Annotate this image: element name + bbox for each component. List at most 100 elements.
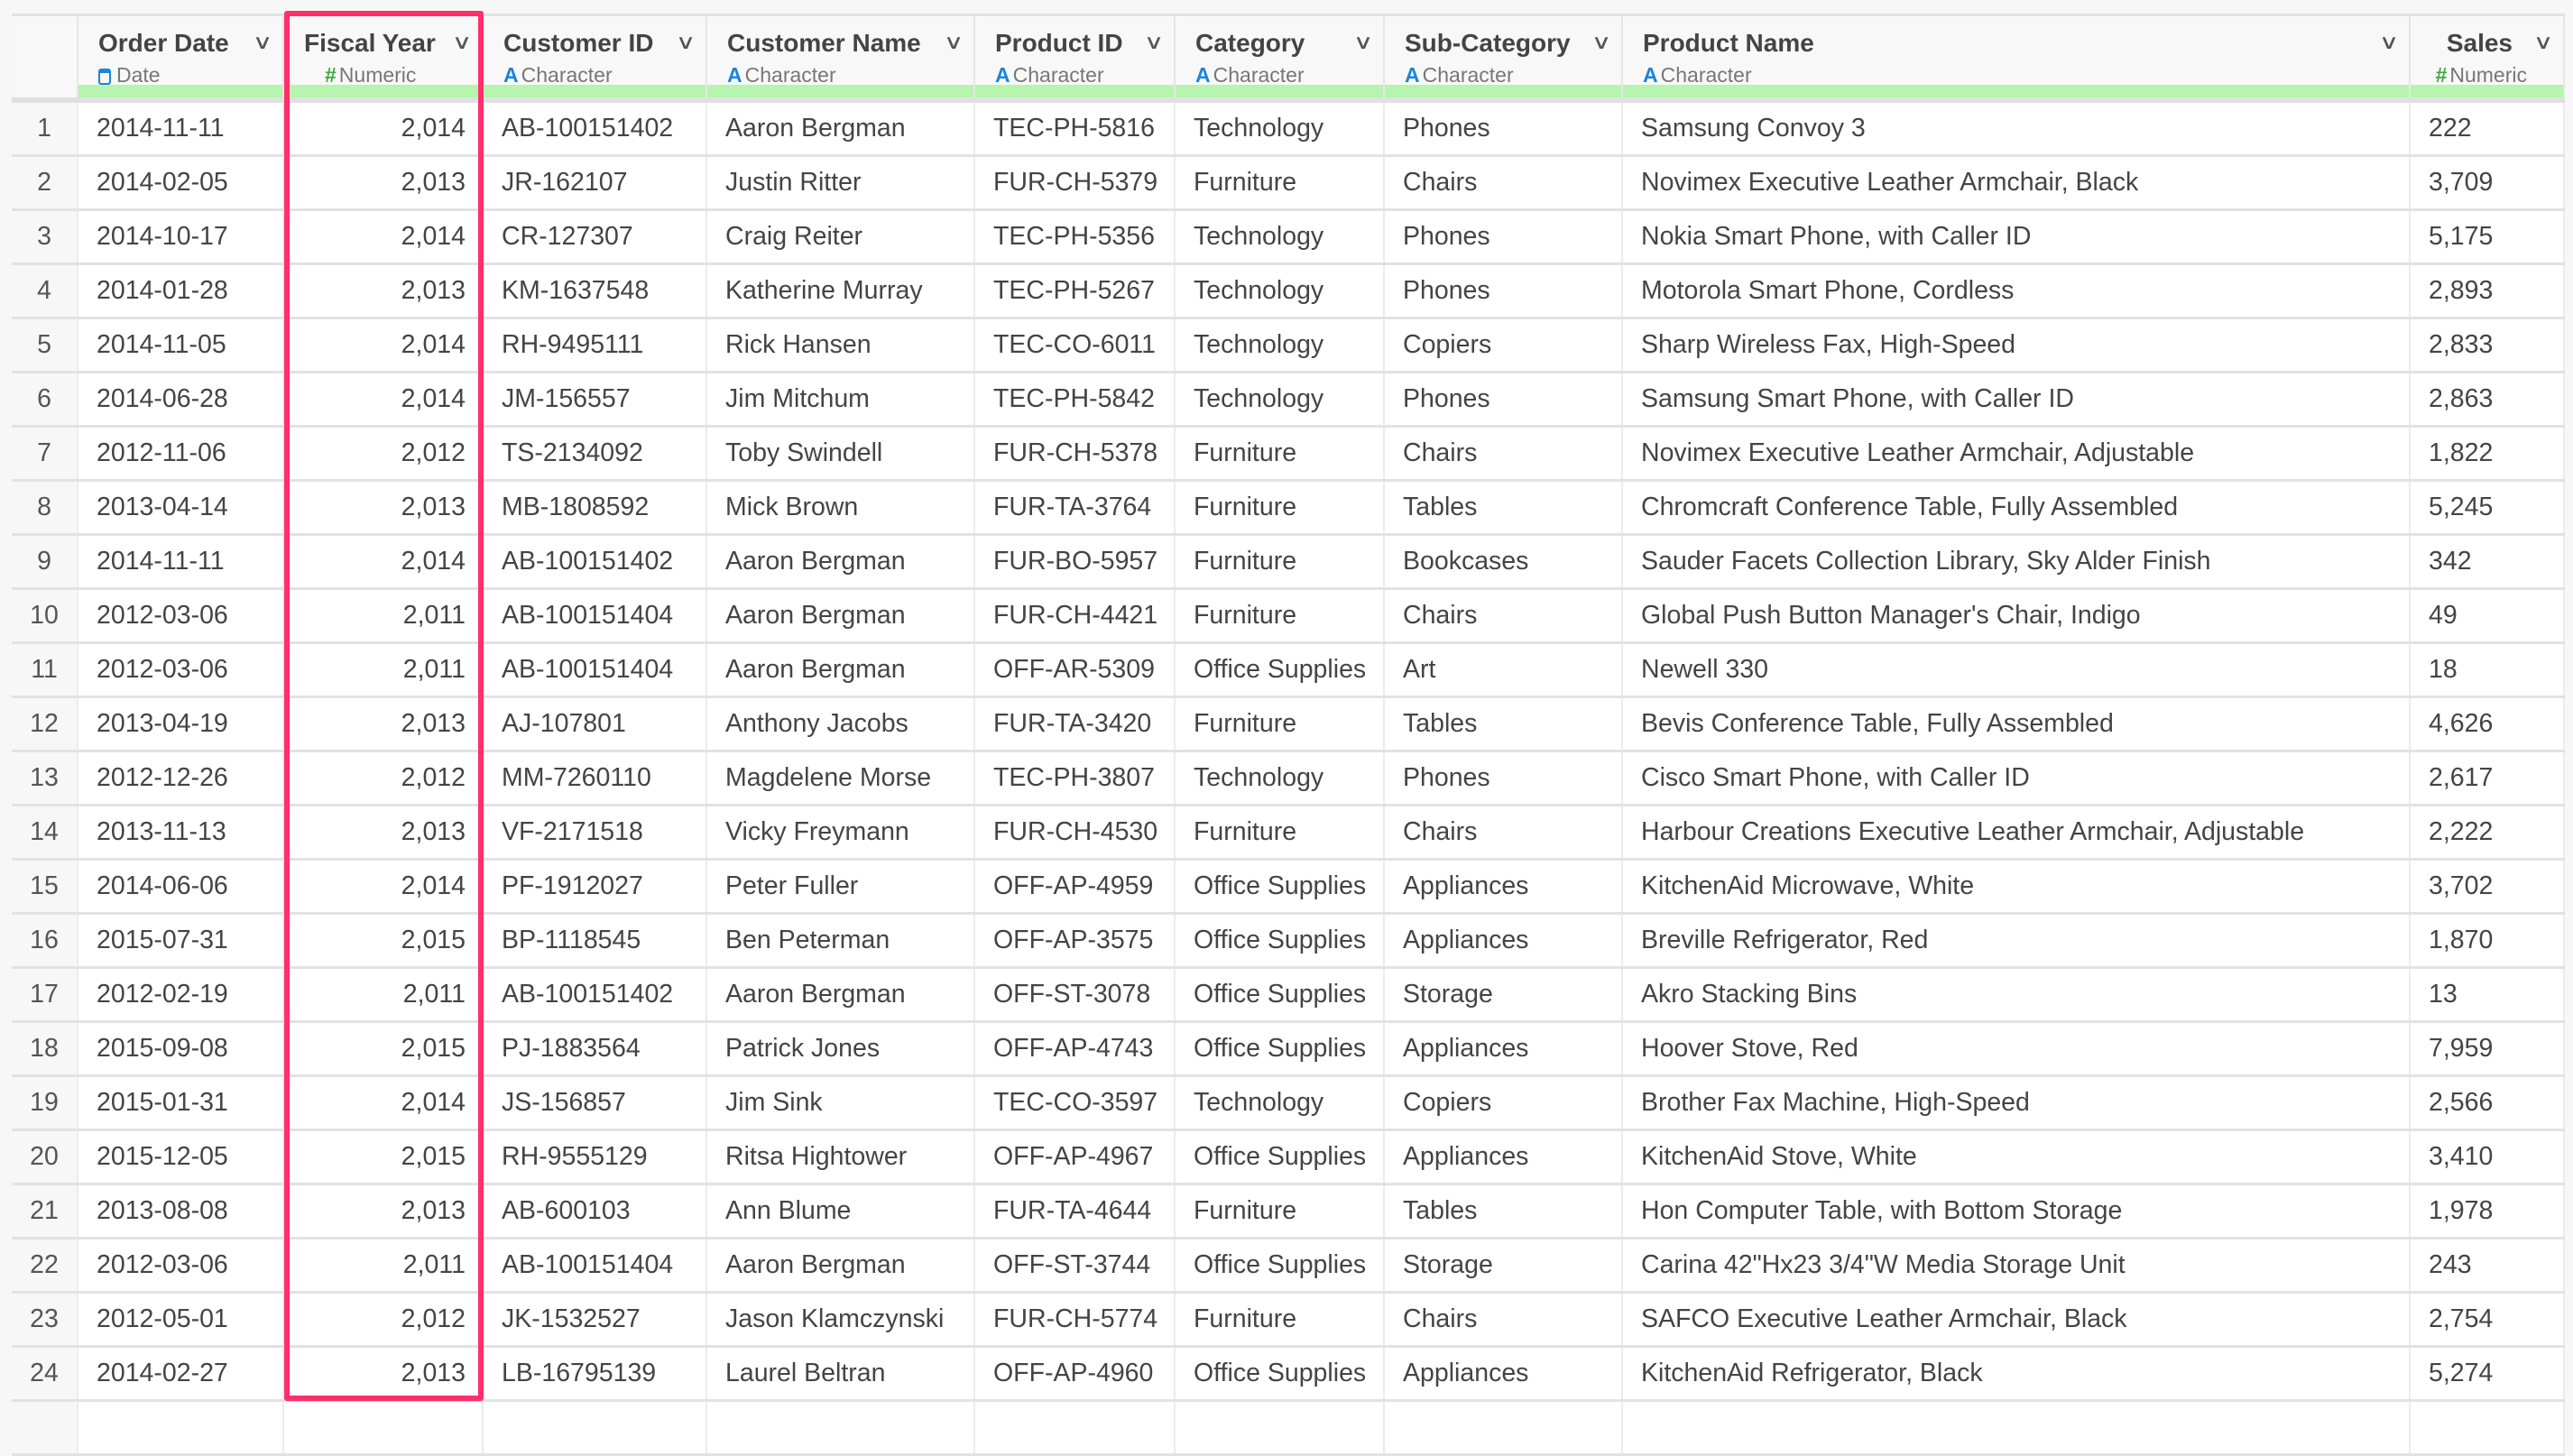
cell-product-name[interactable]: Hoover Stove, Red — [1623, 1023, 2411, 1074]
cell-customer-id[interactable]: KM-1637548 — [484, 265, 707, 317]
column-header-sales[interactable]: Sales ∨ # Numeric — [2411, 16, 2565, 97]
cell-customer-name[interactable]: Ritsa Hightower — [707, 1131, 975, 1183]
cell-sales[interactable]: 2,833 — [2411, 319, 2565, 371]
cell-product-name[interactable]: Bevis Conference Table, Fully Assembled — [1623, 698, 2411, 750]
cell-order-date[interactable]: 2013-04-19 — [78, 698, 284, 750]
cell-fiscal-year[interactable]: 2,013 — [284, 698, 484, 750]
cell-fiscal-year[interactable]: 2,011 — [284, 590, 484, 641]
cell-product-id[interactable]: FUR-CH-4421 — [975, 590, 1176, 641]
cell-category[interactable]: Furniture — [1176, 428, 1385, 479]
cell-product-name[interactable]: Brother Fax Machine, High-Speed — [1623, 1077, 2411, 1129]
cell-sales[interactable]: 2,893 — [2411, 265, 2565, 317]
cell-category[interactable]: Furniture — [1176, 482, 1385, 533]
cell-category[interactable]: Technology — [1176, 211, 1385, 263]
cell-product-name[interactable]: Carina 42"Hx23 3/4"W Media Storage Unit — [1623, 1239, 2411, 1291]
cell-product-name[interactable]: Breville Refrigerator, Red — [1623, 915, 2411, 966]
cell-product-id[interactable]: TEC-CO-6011 — [975, 319, 1176, 371]
cell-customer-name[interactable]: Aaron Bergman — [707, 1239, 975, 1291]
cell-category[interactable]: Office Supplies — [1176, 644, 1385, 696]
cell-product-id[interactable]: FUR-TA-3420 — [975, 698, 1176, 750]
cell-sub-category[interactable]: Tables — [1385, 1185, 1623, 1237]
cell-sub-category[interactable]: Phones — [1385, 211, 1623, 263]
cell-product-id[interactable]: OFF-ST-3078 — [975, 969, 1176, 1020]
cell-category[interactable]: Furniture — [1176, 1185, 1385, 1237]
cell-category[interactable]: Furniture — [1176, 698, 1385, 750]
cell-order-date[interactable]: 2014-01-28 — [78, 265, 284, 317]
cell-customer-id[interactable]: TS-2134092 — [484, 428, 707, 479]
chevron-down-icon[interactable]: ∨ — [1352, 31, 1374, 53]
cell-customer-name[interactable]: Craig Reiter — [707, 211, 975, 263]
chevron-down-icon[interactable]: ∨ — [252, 31, 273, 53]
cell-product-id[interactable]: FUR-CH-5378 — [975, 428, 1176, 479]
cell-sub-category[interactable]: Storage — [1385, 1239, 1623, 1291]
cell-customer-name[interactable]: Rick Hansen — [707, 319, 975, 371]
cell-sub-category[interactable]: Appliances — [1385, 1348, 1623, 1399]
cell-customer-name[interactable]: Jason Klamczynski — [707, 1294, 975, 1345]
cell-customer-name[interactable]: Mick Brown — [707, 482, 975, 533]
cell-order-date[interactable]: 2012-03-06 — [78, 644, 284, 696]
cell-product-name[interactable]: Harbour Creations Executive Leather Armc… — [1623, 806, 2411, 858]
cell-customer-name[interactable]: Aaron Bergman — [707, 103, 975, 154]
cell-product-id[interactable]: OFF-AP-4960 — [975, 1348, 1176, 1399]
cell-customer-name[interactable]: Ann Blume — [707, 1185, 975, 1237]
cell-sales[interactable]: 2,222 — [2411, 806, 2565, 858]
cell-sub-category[interactable]: Bookcases — [1385, 536, 1623, 587]
cell-category[interactable]: Office Supplies — [1176, 1348, 1385, 1399]
cell-customer-name[interactable]: Toby Swindell — [707, 428, 975, 479]
cell-customer-id[interactable]: AB-100151402 — [484, 103, 707, 154]
cell-sub-category[interactable]: Appliances — [1385, 861, 1623, 912]
cell-category[interactable]: Furniture — [1176, 536, 1385, 587]
cell-product-name[interactable]: Samsung Convoy 3 — [1623, 103, 2411, 154]
cell-fiscal-year[interactable]: 2,014 — [284, 1077, 484, 1129]
cell-sub-category[interactable]: Storage — [1385, 969, 1623, 1020]
cell-fiscal-year[interactable]: 2,013 — [284, 1348, 484, 1399]
cell-fiscal-year[interactable]: 2,014 — [284, 211, 484, 263]
cell-category[interactable]: Technology — [1176, 319, 1385, 371]
cell-sales[interactable]: 2,617 — [2411, 752, 2565, 804]
cell-customer-name[interactable]: Peter Fuller — [707, 861, 975, 912]
cell-sub-category[interactable]: Phones — [1385, 752, 1623, 804]
cell-product-name[interactable]: Akro Stacking Bins — [1623, 969, 2411, 1020]
cell-category[interactable]: Furniture — [1176, 1294, 1385, 1345]
cell-product-id[interactable]: FUR-CH-5774 — [975, 1294, 1176, 1345]
cell-customer-name[interactable]: Anthony Jacobs — [707, 698, 975, 750]
cell-customer-id[interactable]: RH-9555129 — [484, 1131, 707, 1183]
cell-sales[interactable]: 3,410 — [2411, 1131, 2565, 1183]
cell-sales[interactable]: 2,566 — [2411, 1077, 2565, 1129]
cell-order-date[interactable]: 2015-07-31 — [78, 915, 284, 966]
cell-customer-name[interactable]: Jim Mitchum — [707, 373, 975, 425]
cell-customer-name[interactable]: Laurel Beltran — [707, 1348, 975, 1399]
cell-product-id[interactable]: OFF-AP-4967 — [975, 1131, 1176, 1183]
cell-fiscal-year[interactable]: 2,013 — [284, 482, 484, 533]
cell-product-name[interactable]: Sauder Facets Collection Library, Sky Al… — [1623, 536, 2411, 587]
cell-product-name[interactable]: Motorola Smart Phone, Cordless — [1623, 265, 2411, 317]
cell-customer-id[interactable]: CR-127307 — [484, 211, 707, 263]
cell-order-date[interactable]: 2012-05-01 — [78, 1294, 284, 1345]
chevron-down-icon[interactable]: ∨ — [2378, 31, 2400, 53]
cell-order-date[interactable]: 2015-12-05 — [78, 1131, 284, 1183]
column-header-customer-id[interactable]: Customer ID ∨ A Character — [484, 16, 707, 97]
cell-product-id[interactable]: OFF-AP-3575 — [975, 915, 1176, 966]
cell-customer-id[interactable]: AB-100151404 — [484, 590, 707, 641]
cell-sub-category[interactable]: Appliances — [1385, 915, 1623, 966]
cell-order-date[interactable]: 2013-04-14 — [78, 482, 284, 533]
cell-product-id[interactable]: FUR-TA-3764 — [975, 482, 1176, 533]
cell-sales[interactable]: 222 — [2411, 103, 2565, 154]
column-header-category[interactable]: Category ∨ A Character — [1176, 16, 1385, 97]
cell-product-name[interactable]: Global Push Button Manager's Chair, Indi… — [1623, 590, 2411, 641]
column-header-product-id[interactable]: Product ID ∨ A Character — [975, 16, 1176, 97]
cell-sub-category[interactable]: Appliances — [1385, 1131, 1623, 1183]
cell-order-date[interactable]: 2014-02-05 — [78, 157, 284, 208]
cell-order-date[interactable]: 2015-01-31 — [78, 1077, 284, 1129]
cell-order-date[interactable]: 2013-11-13 — [78, 806, 284, 858]
cell-product-name[interactable]: Hon Computer Table, with Bottom Storage — [1623, 1185, 2411, 1237]
cell-product-name[interactable]: KitchenAid Refrigerator, Black — [1623, 1348, 2411, 1399]
cell-category[interactable]: Office Supplies — [1176, 969, 1385, 1020]
cell-category[interactable]: Office Supplies — [1176, 1131, 1385, 1183]
cell-sub-category[interactable]: Phones — [1385, 373, 1623, 425]
cell-product-id[interactable]: TEC-PH-3807 — [975, 752, 1176, 804]
cell-sales[interactable]: 3,702 — [2411, 861, 2565, 912]
chevron-down-icon[interactable]: ∨ — [451, 31, 473, 53]
cell-customer-id[interactable]: AB-600103 — [484, 1185, 707, 1237]
cell-product-name[interactable]: Chromcraft Conference Table, Fully Assem… — [1623, 482, 2411, 533]
